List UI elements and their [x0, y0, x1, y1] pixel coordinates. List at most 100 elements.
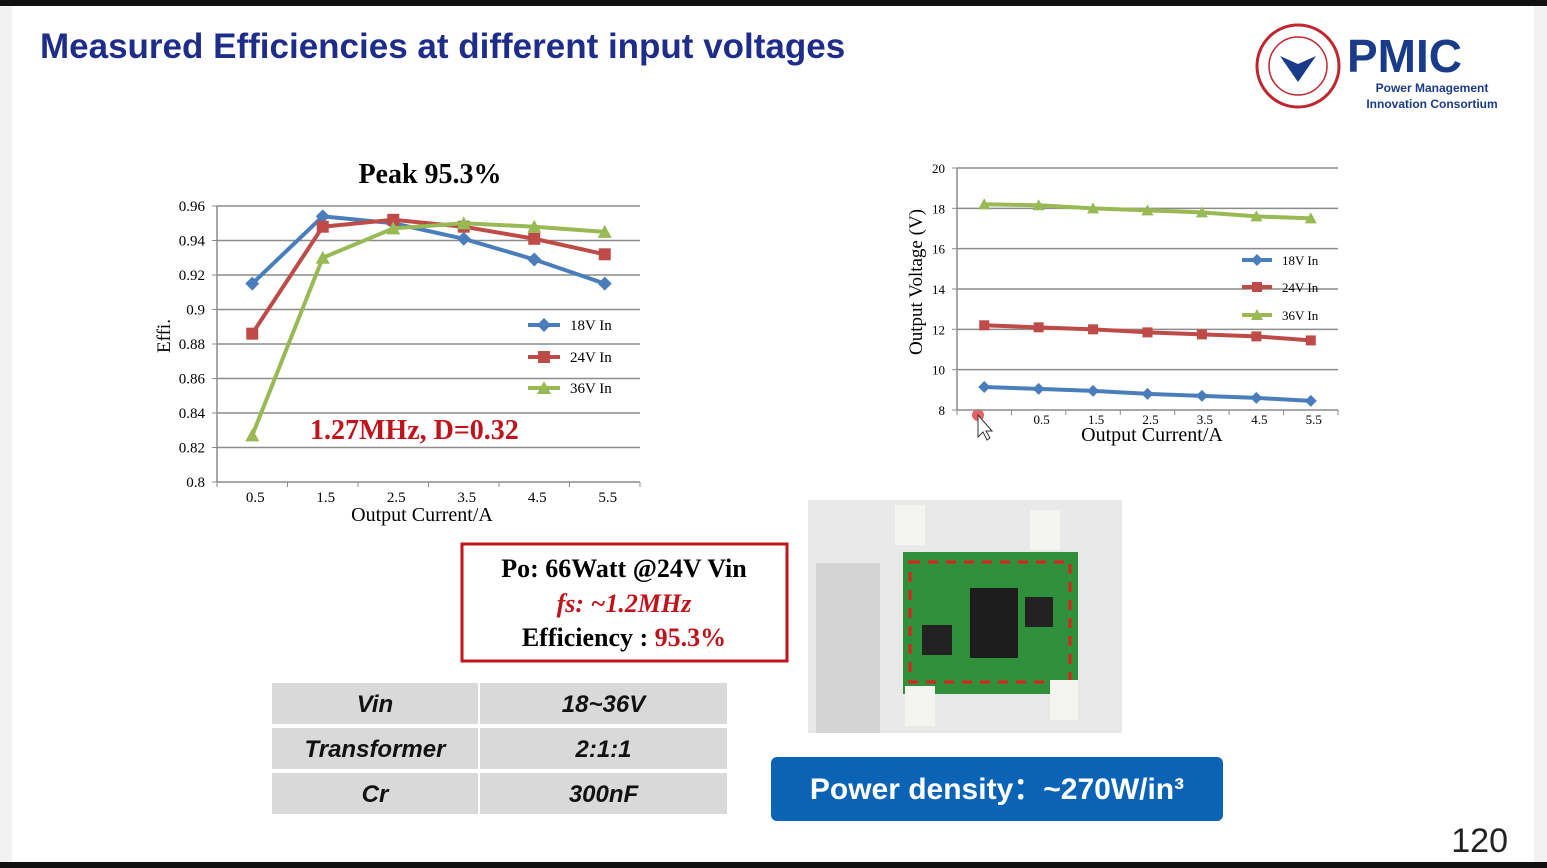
x-tick-label: 5.5: [1306, 412, 1322, 427]
slide-title: Measured Efficiencies at different input…: [40, 27, 845, 66]
series-line: [250, 221, 605, 437]
marker: [1032, 382, 1045, 395]
marker: [1087, 202, 1100, 214]
x-axis-label: Output Current/A: [351, 504, 493, 526]
slide-bg: [12, 6, 1534, 862]
marker: [1141, 204, 1154, 216]
component: [970, 588, 1018, 658]
x-tick-label: 0.5: [1034, 412, 1050, 427]
marker: [979, 320, 990, 331]
bottom-bar: [0, 862, 1547, 868]
highlight: [908, 560, 1072, 684]
x-tick-label: 0.5: [246, 490, 265, 506]
spec-table: Vin 18~36V Transformer 2:1:1 Cr 300nF: [272, 683, 727, 814]
standoff: [1050, 680, 1078, 720]
logo-line: Innovation Consortium: [1366, 97, 1497, 111]
ruler: [816, 563, 880, 733]
standoff: [895, 505, 925, 545]
marker: [1304, 212, 1317, 224]
marker: [1305, 335, 1316, 346]
y-tick-label: 0.92: [179, 268, 205, 284]
marker: [597, 224, 612, 238]
table-cell: [480, 728, 727, 769]
table-text: Transformer: [305, 736, 448, 763]
logo-text: PMIC: [1347, 30, 1462, 82]
y-tick-label: 8: [939, 403, 946, 418]
marker: [245, 276, 260, 291]
table-cell: [272, 773, 478, 814]
series-line: [250, 214, 606, 286]
legend-label: 18V In: [1282, 253, 1319, 268]
annotation: 1.27MHz, D=0.32: [310, 415, 519, 446]
marker: [315, 209, 330, 224]
marker: [246, 327, 259, 340]
y-tick-label: 0.8: [186, 475, 205, 491]
x-tick-label: 1.5: [1088, 412, 1104, 427]
component: [1025, 597, 1053, 627]
series-line: [250, 217, 606, 335]
marker: [537, 381, 551, 394]
marker: [1142, 327, 1153, 338]
marker: [456, 231, 471, 246]
marker: [598, 248, 611, 261]
logo-seal: [1255, 23, 1341, 109]
marker: [537, 318, 551, 332]
marker: [1196, 329, 1207, 340]
legend-label: 24V In: [570, 350, 612, 366]
marker: [1250, 210, 1263, 222]
cursor: [977, 413, 994, 441]
table-cell: [480, 683, 727, 724]
y-tick-label: 0.84: [179, 406, 206, 422]
table-text: Vin: [357, 691, 393, 718]
marker: [538, 351, 550, 363]
standoff: [1030, 510, 1060, 550]
y-tick-label: 0.88: [179, 337, 205, 353]
x-tick-label: 3.5: [457, 490, 476, 506]
marker: [1251, 309, 1263, 320]
chart-title: Peak 95.3%: [358, 159, 501, 190]
table-text: 300nF: [569, 781, 640, 808]
table-text: 18~36V: [562, 691, 647, 718]
marker: [528, 232, 541, 245]
y-tick-label: 16: [932, 242, 946, 257]
marker: [1304, 394, 1317, 407]
y-tick-label: 18: [932, 201, 945, 216]
marker: [1251, 254, 1263, 266]
marker: [978, 381, 991, 394]
logo: PMIC Power Management Innovation Consort…: [1255, 23, 1498, 111]
y-axis-label: Effi.: [154, 319, 175, 353]
marker: [456, 216, 471, 230]
page-number: 120: [1451, 822, 1508, 860]
legend-label: 24V In: [1282, 280, 1319, 295]
y-tick-label: 0.9: [186, 303, 205, 319]
legend-label: 36V In: [1282, 308, 1319, 323]
info-line: fs: ~1.2MHz: [557, 589, 693, 618]
marker: [597, 276, 612, 291]
marker: [1033, 322, 1044, 333]
marker: [527, 252, 542, 267]
legend-label: 18V In: [570, 318, 612, 334]
marker: [1195, 206, 1208, 218]
info-value: 95.3%: [655, 623, 727, 652]
marker: [527, 219, 542, 233]
top-bar: [0, 0, 1547, 6]
table-cell: [480, 773, 727, 814]
x-tick-label: 5.5: [598, 490, 617, 506]
marker: [978, 198, 991, 210]
logo-line: Power Management: [1376, 81, 1489, 95]
legend-label: 36V In: [570, 381, 612, 397]
x-tick-label: 2.5: [1142, 412, 1158, 427]
component: [922, 625, 952, 655]
power-density: Power density：~270W/in³: [810, 773, 1184, 806]
marker: [1032, 199, 1045, 211]
table-cell: [272, 728, 478, 769]
marker: [245, 428, 260, 442]
y-tick-label: 14: [932, 282, 946, 297]
table-text: 2:1:1: [574, 736, 631, 763]
table-cell: [272, 683, 478, 724]
y-tick-label: 0.86: [179, 372, 206, 388]
x-tick-label: 3.5: [1197, 412, 1213, 427]
marker: [386, 221, 401, 235]
info-line: Po: 66Watt @24V Vin: [501, 554, 747, 583]
